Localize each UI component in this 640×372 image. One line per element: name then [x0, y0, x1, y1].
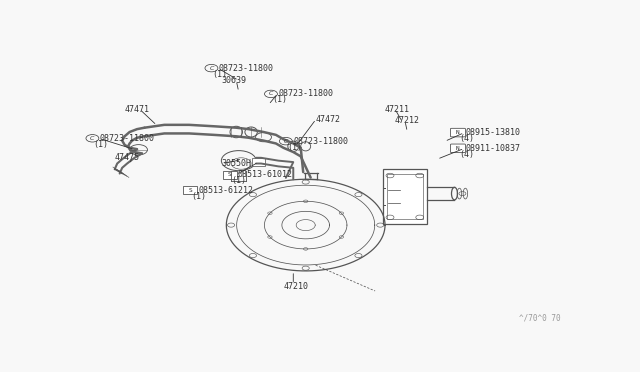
Text: 47212: 47212	[395, 116, 420, 125]
Text: (1): (1)	[272, 96, 287, 105]
Text: C: C	[209, 65, 214, 71]
Text: 47475: 47475	[115, 153, 140, 162]
Text: 08513-61012: 08513-61012	[237, 170, 292, 179]
Text: C: C	[284, 139, 288, 144]
Text: 47210: 47210	[284, 282, 308, 291]
Text: 08513-61212: 08513-61212	[198, 186, 253, 195]
FancyBboxPatch shape	[451, 144, 465, 153]
FancyBboxPatch shape	[252, 158, 265, 166]
Text: 47211: 47211	[385, 105, 410, 113]
Text: 08723-11800: 08723-11800	[100, 134, 155, 143]
Text: (4): (4)	[459, 134, 474, 143]
Text: (1): (1)	[231, 176, 246, 185]
Text: N: N	[456, 146, 460, 151]
Text: 08915-13810: 08915-13810	[466, 128, 521, 137]
Text: N: N	[456, 130, 460, 135]
Text: ^/70^0 70: ^/70^0 70	[520, 314, 561, 323]
Text: S: S	[228, 172, 232, 177]
Text: C: C	[90, 136, 95, 141]
Text: S: S	[188, 188, 192, 193]
FancyBboxPatch shape	[451, 128, 465, 137]
Text: 08911-10837: 08911-10837	[466, 144, 521, 153]
Text: 08723-11800: 08723-11800	[219, 64, 274, 73]
Bar	[383, 169, 428, 224]
Text: 47471: 47471	[125, 105, 150, 113]
Text: (1): (1)	[93, 140, 108, 149]
FancyBboxPatch shape	[223, 171, 237, 179]
Text: 08723-11800: 08723-11800	[278, 89, 333, 99]
Text: (1): (1)	[212, 70, 227, 78]
Text: 30550H: 30550H	[221, 159, 252, 168]
Text: (1): (1)	[191, 192, 206, 201]
Text: 30639: 30639	[221, 76, 246, 85]
Text: (4): (4)	[459, 150, 474, 159]
Bar	[387, 174, 423, 218]
Text: (1): (1)	[287, 143, 302, 152]
FancyBboxPatch shape	[183, 186, 197, 195]
Text: 47472: 47472	[316, 115, 340, 124]
Text: 08723-11800: 08723-11800	[293, 137, 348, 146]
Text: C: C	[269, 92, 273, 96]
